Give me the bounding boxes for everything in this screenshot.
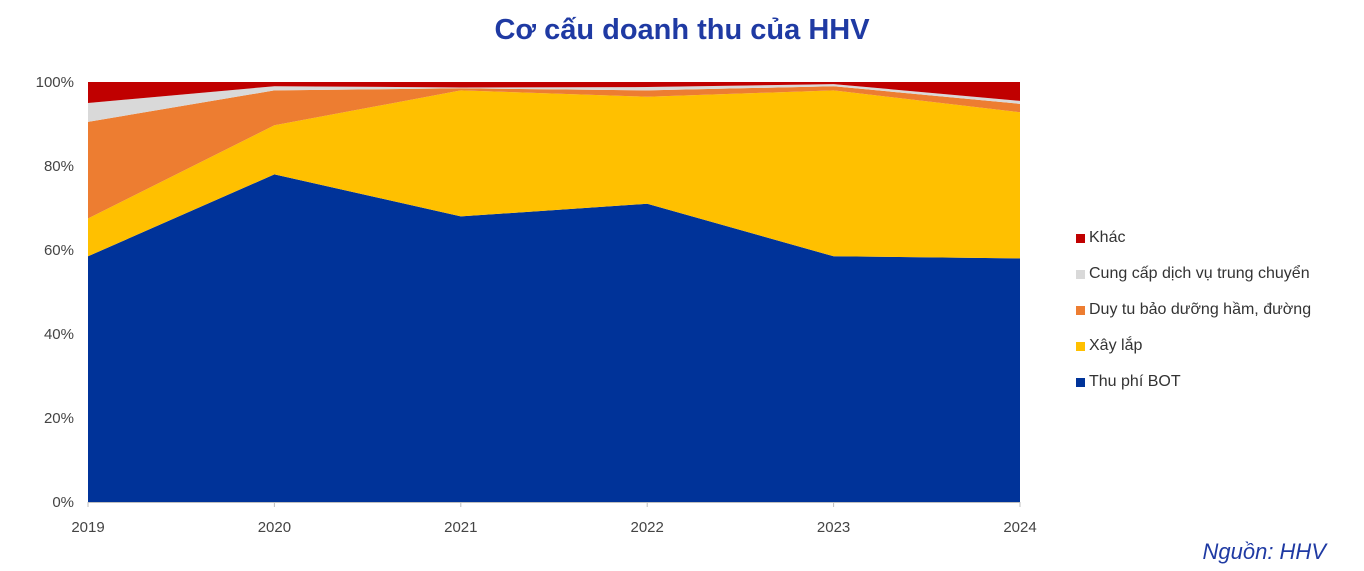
x-axis-ticks: 2019 2020 2021 2022 2023 2024 [71, 502, 1037, 536]
area-series-2 [88, 86, 1020, 219]
x-tick-label: 2020 [258, 519, 291, 536]
legend-item: Thu phí BOT [1076, 364, 1311, 400]
y-axis-ticks: 0% 20% 40% 60% 80% 100% [36, 74, 74, 511]
y-tick-label: 100% [36, 74, 74, 91]
legend-item: Duy tu bảo dưỡng hầm, đường [1076, 292, 1311, 328]
y-tick-label: 0% [52, 494, 74, 511]
legend-label: Thu phí BOT [1089, 373, 1181, 390]
y-tick-label: 40% [44, 326, 74, 343]
legend-label: Duy tu bảo dưỡng hầm, đường [1089, 301, 1312, 318]
legend-item: Xây lắp [1076, 328, 1311, 364]
legend-swatch [1076, 305, 1085, 315]
y-tick-label: 60% [44, 242, 74, 259]
chart-title: Cơ cấu doanh thu của HHV [494, 14, 870, 46]
legend-item: Cung cấp dịch vụ trung chuyển [1076, 256, 1311, 292]
y-tick-label: 80% [44, 158, 74, 175]
area-series-0 [88, 174, 1020, 502]
area-series-1 [88, 90, 1020, 259]
area-series-4 [88, 82, 1020, 103]
x-tick-label: 2019 [71, 519, 104, 536]
x-tick-label: 2023 [817, 519, 850, 536]
x-tick-label: 2021 [444, 519, 477, 536]
legend-swatch [1076, 233, 1085, 243]
area-series-group [88, 82, 1020, 502]
x-tick-label: 2024 [1003, 519, 1036, 536]
x-tick-label: 2022 [631, 519, 664, 536]
legend-swatch [1076, 377, 1085, 387]
legend-swatch [1076, 341, 1085, 351]
source-note: Nguồn: HHV [1202, 539, 1326, 564]
legend-label: Xây lắp [1089, 337, 1143, 354]
legend-label: Cung cấp dịch vụ trung chuyển [1089, 265, 1310, 282]
legend-item: Khác [1076, 220, 1311, 256]
y-tick-label: 20% [44, 410, 74, 427]
chart-legend: Khác Cung cấp dịch vụ trung chuyển Duy tu … [1076, 220, 1311, 400]
legend-label: Khác [1089, 229, 1126, 246]
legend-swatch [1076, 269, 1085, 279]
